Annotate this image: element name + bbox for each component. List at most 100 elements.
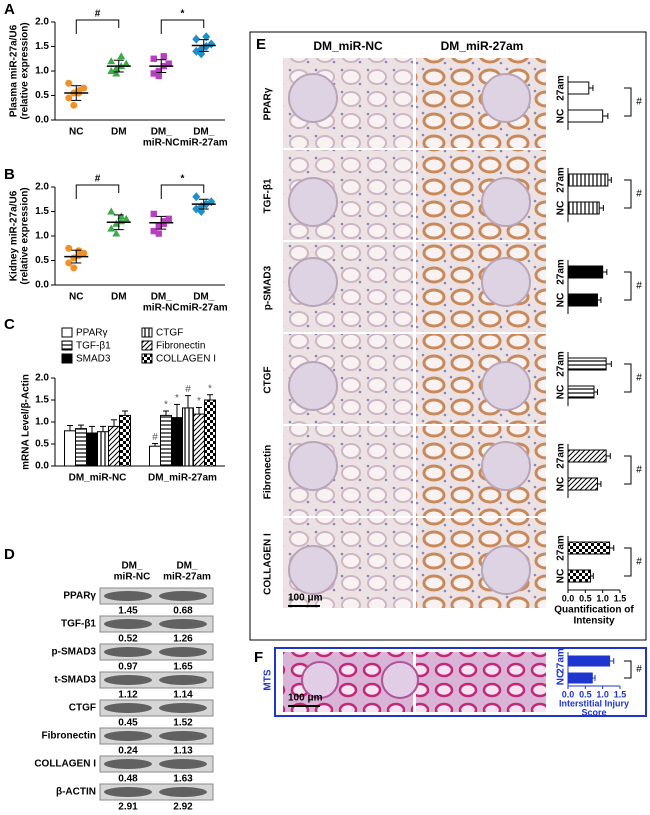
y-tick-label: 0.0: [35, 280, 49, 291]
bar: [567, 173, 609, 187]
bar: [160, 414, 172, 467]
blot-band: [104, 703, 152, 713]
micrograph: [416, 652, 546, 712]
x-tick-label: DM_miR-27am: [148, 473, 217, 484]
blot-value: 0.24: [118, 746, 138, 757]
x-tick-label: 0.5: [579, 593, 592, 603]
blot-value: 0.68: [173, 606, 193, 617]
row-label: TGF-β1: [61, 619, 96, 630]
y-tick-label: 0.0: [35, 115, 49, 126]
x-tick-label: 0.0: [562, 593, 575, 603]
blot-band: [159, 703, 207, 713]
significance-mark: #: [185, 384, 191, 395]
legend-swatch: [61, 353, 73, 364]
x-tick-label: DM_: [151, 292, 173, 303]
significance-mark: *: [197, 396, 201, 407]
significance-mark: #: [636, 97, 642, 108]
bar: [567, 357, 607, 371]
bar: [567, 265, 604, 279]
bar: [86, 432, 98, 467]
category-label: 27am: [556, 648, 567, 674]
significance-mark: #: [636, 189, 642, 200]
y-tick-label: 1.5: [35, 41, 49, 52]
bar: [193, 413, 205, 467]
significance-mark: *: [181, 9, 185, 20]
y-tick-label: 1.5: [35, 206, 49, 217]
significance-bracket: [160, 184, 205, 199]
point: [160, 53, 167, 60]
panel-label: F: [254, 649, 263, 666]
point: [150, 210, 157, 218]
row-label: PPARγ: [263, 87, 274, 120]
bar: [75, 428, 87, 467]
significance-mark: #: [95, 174, 101, 185]
blot-value: 1.14: [173, 690, 193, 701]
bar: [149, 445, 161, 467]
blot-value: 2.92: [173, 802, 193, 813]
blot-band: [159, 787, 207, 797]
significance-bracket: [624, 547, 632, 577]
point: [165, 215, 172, 223]
column-header: miR-27am: [163, 572, 211, 583]
glomerulus: [288, 441, 338, 491]
blot-value: 0.97: [118, 662, 138, 673]
row-label: TGF-β1: [263, 178, 274, 213]
significance-mark: *: [164, 400, 168, 411]
row-label: β-ACTIN: [56, 787, 96, 798]
x-axis-label: Interstitial Injury: [559, 698, 629, 708]
category-label: 27am: [556, 351, 567, 377]
point: [65, 79, 73, 87]
point: [150, 55, 157, 62]
glomerulus: [288, 177, 338, 227]
bar: [567, 569, 592, 583]
significance-mark: #: [152, 432, 158, 443]
significance-mark: *: [181, 174, 185, 185]
significance-mark: #: [636, 557, 642, 568]
x-tick-label: DM: [111, 127, 127, 138]
blot-value: 1.65: [173, 662, 193, 673]
point: [207, 39, 216, 49]
y-tick-label: 0.5: [35, 90, 49, 101]
glomerulus: [381, 661, 419, 699]
x-tick-label: DM: [111, 292, 127, 303]
blot-value: 1.12: [118, 690, 138, 701]
point: [202, 32, 211, 42]
bar: [182, 407, 194, 467]
legend-swatch: [61, 327, 73, 338]
point: [80, 84, 88, 92]
y-axis-label: (relative expression): [20, 22, 31, 119]
category-label: 27am: [556, 75, 567, 101]
significance-bracket: [624, 87, 632, 117]
legend-label: CTGF: [156, 328, 183, 339]
glomerulus: [481, 73, 531, 123]
y-axis-label: Kidney miR-27a/U6: [9, 190, 20, 281]
blot-band: [159, 759, 207, 769]
panel-label: D: [4, 546, 15, 563]
row-label: t-SMAD3: [54, 675, 96, 686]
row-label: Fibronectin: [42, 731, 96, 742]
point: [155, 67, 162, 75]
scale-bar-label: 100 μm: [288, 593, 323, 604]
significance-bracket: [160, 19, 205, 34]
panel-label: B: [4, 166, 15, 183]
row-label: p-SMAD3: [263, 265, 274, 310]
x-tick-label: DM_: [151, 127, 173, 138]
blot-band: [159, 591, 207, 601]
blot-value: 0.52: [118, 634, 138, 645]
category-label: NC: [556, 201, 567, 215]
legend-swatch: [141, 353, 153, 364]
y-tick-label: 0.5: [35, 255, 49, 266]
row-label: CTGF: [263, 366, 274, 393]
bar: [567, 672, 593, 684]
blot-band: [104, 759, 152, 769]
x-tick-label: DM_: [193, 127, 215, 138]
legend-swatch: [61, 340, 73, 351]
column-header: DM_: [121, 561, 143, 572]
blot-value: 0.45: [118, 718, 138, 729]
y-tick-label: 0.5: [35, 439, 49, 450]
row-label: CTGF: [69, 703, 96, 714]
x-tick-label: 1.5: [614, 689, 627, 699]
bar: [97, 431, 109, 467]
blot-value: 1.52: [173, 718, 193, 729]
